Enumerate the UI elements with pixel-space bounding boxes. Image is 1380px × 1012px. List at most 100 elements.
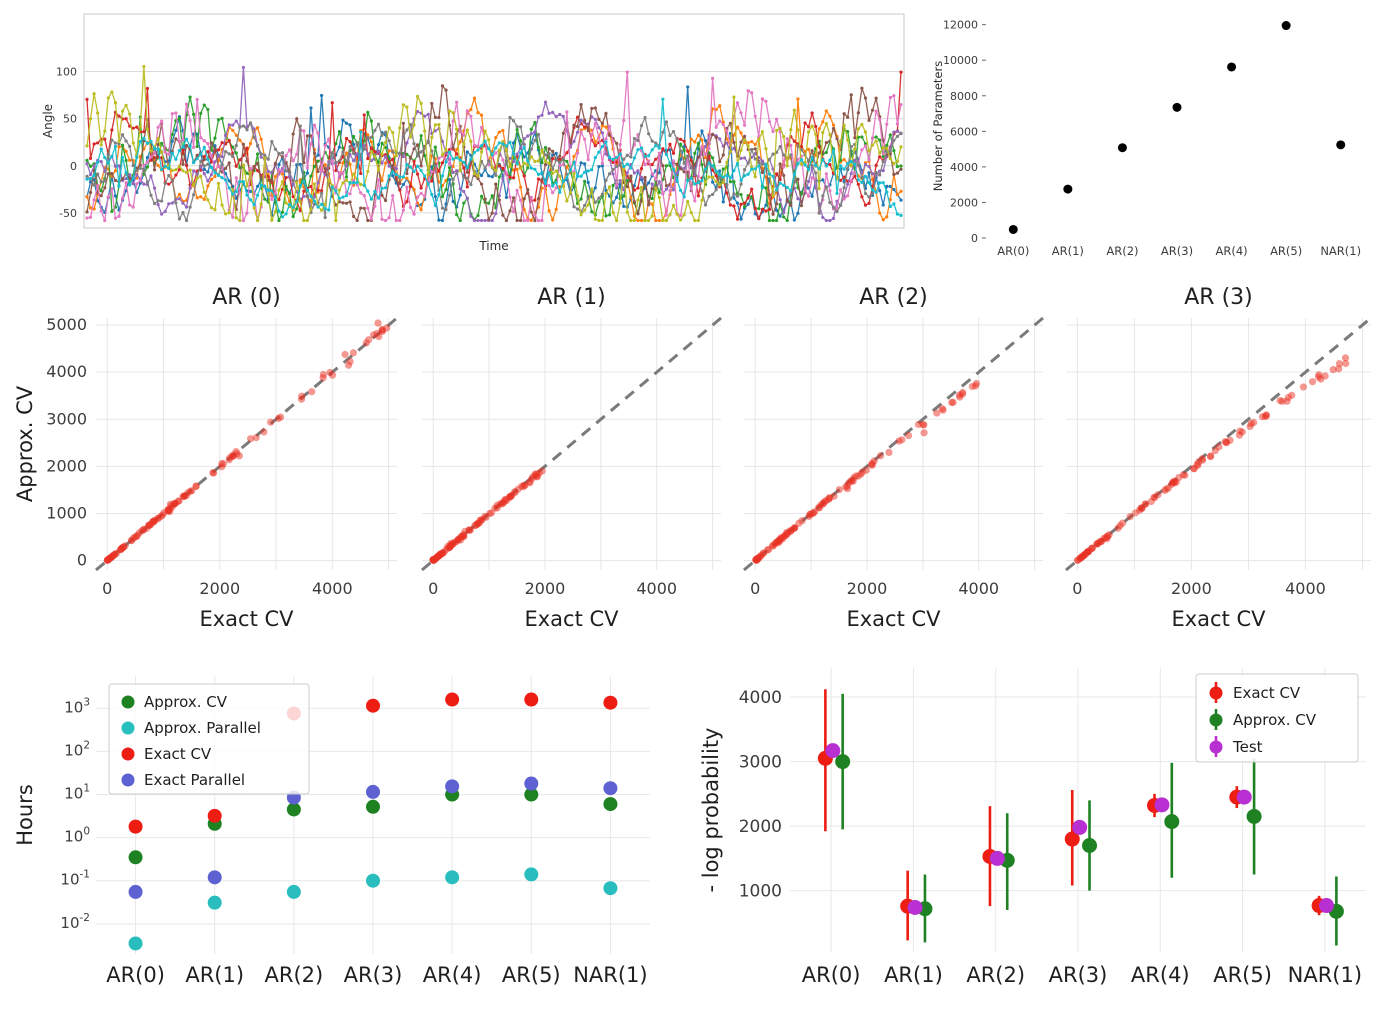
runtime-hours-chart-svg: AR(0) AR(1) AR(2) AR(3) AR(4) AR(5) NAR(1) 10-2… (13, 676, 650, 987)
svg-text:AR(3): AR(3) (1049, 963, 1108, 987)
svg-text:AR(5): AR(5) (1213, 963, 1272, 987)
cv-panel-title: AR (1) (537, 285, 606, 310)
hours-series-1 (128, 867, 618, 951)
hours-legend-label-1: Approx. Parallel (144, 719, 261, 737)
cv-panel-ar3-svg: AR (3) 0 2000 4000 Exact CV (1065, 285, 1372, 631)
svg-text:5000: 5000 (46, 315, 87, 334)
svg-text:AR(1): AR(1) (884, 963, 943, 987)
svg-text:AR(5): AR(5) (502, 963, 561, 987)
cv-y-ticks: 0 1000 2000 3000 4000 5000 (46, 315, 87, 570)
svg-text:4000: 4000 (46, 362, 87, 381)
svg-text:2000: 2000 (1171, 579, 1212, 598)
svg-text:0: 0 (971, 232, 978, 245)
svg-text:4000: 4000 (950, 161, 978, 174)
svg-text:3000: 3000 (739, 753, 782, 773)
svg-text:AR(2): AR(2) (264, 963, 323, 987)
svg-text:10-1: 10-1 (60, 869, 90, 889)
cv-ylabel: Approx. CV (13, 385, 37, 502)
cv-grid (422, 318, 721, 570)
cv-panel-ar3: AR (3) 0 2000 4000 Exact CV (1054, 282, 1376, 634)
hours-series-2 (128, 692, 618, 834)
cv-panel-ar1: AR (1) 0 2000 4000 Exact CV (410, 282, 726, 634)
hours-x-ticks: AR(0) AR(1) AR(2) AR(3) AR(4) AR(5) NAR(1) (106, 963, 647, 987)
svg-text:AR(3): AR(3) (344, 963, 403, 987)
ts-ylabel: Angle (41, 104, 55, 138)
svg-text:AR(0): AR(0) (802, 963, 861, 987)
cv-x-ticks: 0 2000 4000 (428, 579, 677, 598)
svg-text:6000: 6000 (950, 125, 978, 138)
svg-text:10000: 10000 (943, 54, 978, 67)
svg-text:2000: 2000 (199, 579, 240, 598)
logprob-legend: Exact CV Approx. CV Test (1195, 673, 1359, 763)
svg-text:100: 100 (64, 826, 90, 846)
svg-text:AR(1): AR(1) (185, 963, 244, 987)
svg-text:AR(3): AR(3) (1161, 244, 1193, 258)
cv-panel-ar2: AR (2) 0 2000 4000 Exact CV (732, 282, 1048, 634)
svg-text:0: 0 (70, 160, 77, 173)
svg-text:2000: 2000 (525, 579, 566, 598)
hours-legend-label-3: Exact Parallel (144, 771, 245, 789)
cv-xlabel: Exact CV (524, 607, 619, 631)
svg-text:0: 0 (1072, 579, 1082, 598)
svg-text:1000: 1000 (46, 503, 87, 522)
hours-ylabel: Hours (14, 784, 37, 846)
svg-text:0: 0 (102, 579, 112, 598)
cv-panel-ar0-svg: AR (0) 0 2000 4000 Exact CV 0 1000 2000 3000 4000… (13, 285, 398, 631)
hours-series-3 (128, 776, 618, 899)
svg-text:4000: 4000 (312, 579, 353, 598)
svg-text:1000: 1000 (739, 882, 782, 902)
cv-x-ticks: 0 2000 4000 (750, 579, 999, 598)
params-points (1008, 21, 1346, 234)
cv-points (429, 467, 546, 565)
logprob-legend-label-2: Test (1232, 738, 1263, 756)
logprob-y-ticks: 1000 2000 3000 4000 (739, 688, 782, 902)
svg-text:4000: 4000 (636, 579, 677, 598)
cv-xlabel: Exact CV (1171, 607, 1266, 631)
cv-grid (744, 318, 1043, 570)
logprob-series-2 (825, 743, 1335, 915)
logprob-series-1 (835, 693, 1344, 946)
cv-panel-title: AR (0) (212, 285, 281, 310)
svg-text:12000: 12000 (943, 19, 978, 32)
svg-text:3000: 3000 (46, 409, 87, 428)
svg-text:4000: 4000 (1285, 579, 1326, 598)
cv-grid (96, 318, 397, 570)
svg-text:4000: 4000 (958, 579, 999, 598)
svg-text:AR(4): AR(4) (423, 963, 482, 987)
cv-xlabel: Exact CV (199, 607, 294, 631)
svg-text:100: 100 (56, 66, 77, 79)
ts-xlabel: Time (478, 239, 508, 253)
neg-log-probability-chart-svg: 1000 2000 3000 4000 AR(0) AR(1) AR(2) AR(3) AR(4… (699, 668, 1366, 987)
svg-text:8000: 8000 (950, 90, 978, 103)
params-y-ticks: 0 2000 4000 6000 8000 10000 12000 (943, 19, 986, 245)
svg-text:AR(2): AR(2) (1106, 244, 1138, 258)
svg-text:NAR(1): NAR(1) (573, 963, 647, 987)
cv-x-ticks: 0 2000 4000 (1072, 579, 1325, 598)
hours-series-0 (128, 787, 618, 865)
angle-timeseries-chart-svg: 100 50 0 -50 Time Angle (41, 13, 905, 253)
svg-text:AR(2): AR(2) (966, 963, 1025, 987)
svg-text:NAR(1): NAR(1) (1320, 244, 1361, 258)
cv-panel-ar2-svg: AR (2) 0 2000 4000 Exact CV (743, 285, 1044, 631)
cv-points (103, 319, 391, 565)
cv-panel-title: AR (2) (859, 285, 928, 310)
angle-series-6 (85, 70, 903, 224)
svg-text:0: 0 (750, 579, 760, 598)
svg-text:101: 101 (64, 783, 90, 803)
cv-panel-title: AR (3) (1184, 285, 1253, 310)
logprob-ylabel: - log probability (699, 728, 723, 893)
runtime-hours-chart: AR(0) AR(1) AR(2) AR(3) AR(4) AR(5) NAR(1) 10-2… (13, 652, 662, 1008)
logprob-legend-label-1: Approx. CV (1233, 711, 1317, 729)
cv-panel-ar0: AR (0) 0 2000 4000 Exact CV 0 1000 2000 3000 4000… (8, 282, 402, 634)
svg-text:AR(4): AR(4) (1215, 244, 1247, 258)
svg-text:2000: 2000 (950, 196, 978, 209)
svg-text:AR(0): AR(0) (106, 963, 165, 987)
params-ylabel: Number of Parameters (931, 61, 945, 191)
svg-text:AR(0): AR(0) (997, 244, 1029, 258)
svg-text:2000: 2000 (847, 579, 888, 598)
hours-legend-label-2: Exact CV (144, 745, 212, 763)
angle-series-8 (85, 64, 903, 223)
params-x-ticks: AR(0) AR(1) AR(2) AR(3) AR(4) AR(5) NAR(1) (997, 244, 1361, 258)
cv-points (752, 379, 981, 565)
svg-text:AR(5): AR(5) (1270, 244, 1302, 258)
